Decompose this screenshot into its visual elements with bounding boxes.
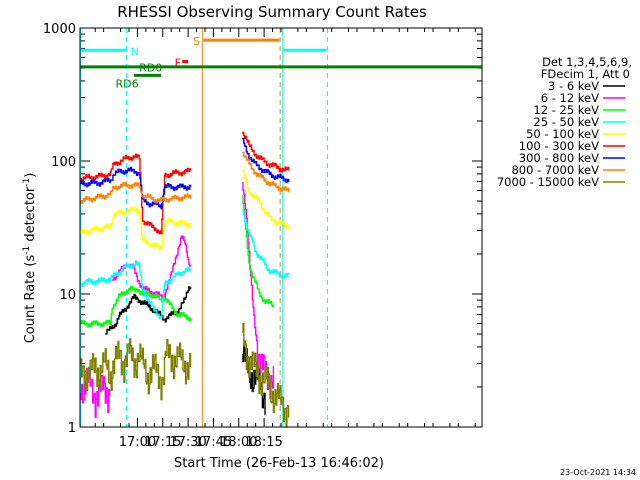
legend-entry-label: 3 - 6 keV bbox=[548, 79, 599, 93]
x-tick-label: 17:00 bbox=[119, 435, 156, 450]
series-line bbox=[80, 166, 192, 210]
series-line bbox=[242, 137, 290, 184]
legend-entry-label: 100 - 300 keV bbox=[519, 139, 599, 153]
legend-entry-label: 800 - 7000 keV bbox=[511, 163, 599, 177]
chart-title: RHESSI Observing Summary Count Rates bbox=[117, 3, 427, 21]
x-tick-label: 17:45 bbox=[195, 435, 232, 450]
plot-frame bbox=[79, 27, 483, 428]
y-tick-label: 1 bbox=[68, 421, 76, 436]
y-tick-label: 1000 bbox=[43, 22, 76, 37]
series-line bbox=[242, 209, 290, 280]
legend-entry-label: 12 - 25 keV bbox=[533, 103, 599, 117]
series-line bbox=[80, 181, 192, 204]
y-axis-label: Count Rate (s-1 detector-1) bbox=[22, 173, 38, 344]
x-axis-label: Start Time (26-Feb-13 16:46:02) bbox=[174, 456, 384, 471]
legend-entry-label: 50 - 100 keV bbox=[526, 127, 599, 141]
legend-entry-label: 300 - 800 keV bbox=[519, 151, 599, 165]
series-line bbox=[80, 206, 192, 251]
y-tick-label: 10 bbox=[59, 288, 76, 303]
flag-label: N bbox=[131, 45, 139, 58]
flag-label: RD6 bbox=[115, 77, 138, 90]
flag-label: S bbox=[193, 35, 200, 48]
legend-entry-label: 7000 - 15000 keV bbox=[497, 175, 599, 189]
series-line bbox=[80, 153, 192, 235]
x-tick-label: 17:15 bbox=[144, 435, 181, 450]
series-line bbox=[80, 338, 192, 401]
series-line bbox=[242, 322, 290, 428]
flag-label: F bbox=[175, 56, 181, 69]
series-line bbox=[242, 131, 290, 173]
x-tick-label: 18:15 bbox=[245, 435, 282, 450]
series-line bbox=[80, 367, 111, 418]
series-line bbox=[242, 151, 290, 193]
flag-label: RD0 bbox=[139, 61, 162, 74]
legend-header-line-1: Det 1,3,4,5,6,9, bbox=[542, 55, 632, 69]
series-line bbox=[242, 169, 290, 230]
legend-entry-label: 6 - 12 keV bbox=[541, 91, 599, 105]
series-line bbox=[80, 285, 192, 328]
y-tick-label: 100 bbox=[51, 155, 76, 170]
x-tick-label: 17:30 bbox=[169, 435, 206, 450]
x-tick-label: 18:00 bbox=[220, 435, 257, 450]
legend-header-line-2: FDecim 1, Att 0 bbox=[541, 67, 630, 81]
render-timestamp: 23-Oct-2021 14:34 bbox=[560, 468, 636, 477]
legend-entry-label: 25 - 50 keV bbox=[533, 115, 599, 129]
series-line bbox=[80, 260, 192, 320]
series-line bbox=[242, 195, 275, 308]
